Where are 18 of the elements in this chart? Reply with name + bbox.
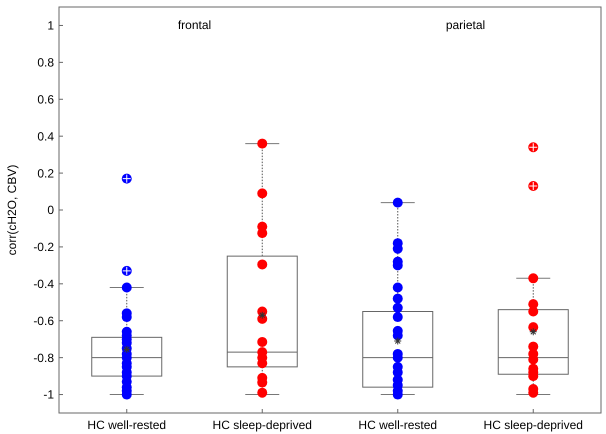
y-tick-label: -0.8	[33, 350, 54, 365]
text: parietal	[446, 18, 486, 32]
y-tick-label: -0.6	[33, 314, 54, 328]
y-tick-label: 0.4	[37, 129, 54, 144]
x-tick-label: HC well-rested	[358, 418, 438, 432]
y-tick-label: 0.8	[37, 56, 54, 70]
y-tick-label: -1	[43, 388, 54, 402]
x-tick-label: HC well-rested	[87, 418, 166, 432]
y-tick-label: 0	[47, 203, 54, 218]
y-tick-label: 0.6	[37, 92, 54, 106]
y-tick-label: 0.2	[37, 166, 54, 180]
x-tick-label: HC sleep-deprived	[212, 418, 312, 432]
x-tick-label: HC sleep-deprived	[484, 418, 583, 432]
y-tick-label: -0.4	[33, 277, 54, 292]
text: frontal	[178, 18, 212, 32]
y-tick-label: -0.2	[33, 240, 54, 254]
y-tick-label: 1	[47, 18, 54, 33]
y-axis-title: corr(cH2O, CBV)	[5, 164, 19, 256]
